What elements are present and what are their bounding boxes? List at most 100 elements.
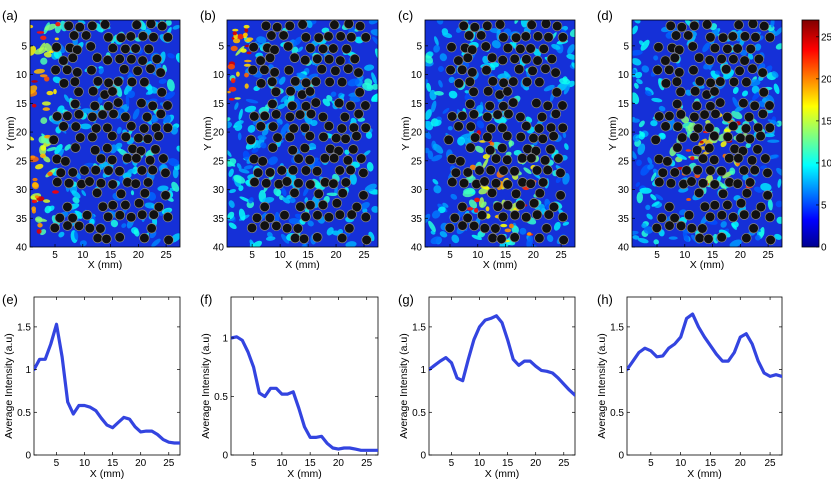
scatterer-circle [259, 201, 270, 213]
scatterer-circle [305, 179, 316, 190]
scatterer-circle [114, 53, 125, 65]
scatterer-circle [664, 64, 675, 75]
scatterer-circle [300, 165, 312, 176]
scatterer-circle [158, 153, 169, 164]
scatterer-circle [486, 187, 498, 199]
scatterer-circle [697, 223, 708, 234]
scatterer-circle [746, 155, 758, 166]
scatterer-circle [694, 232, 705, 244]
scatterer-circle [660, 55, 671, 66]
scatterer-circle [269, 67, 280, 78]
y-tick-label: 20 [16, 128, 28, 139]
scatterer-circle [312, 53, 323, 65]
scatterer-circle [482, 20, 493, 31]
scatterer-circle [283, 41, 294, 52]
scatterer-circle [292, 223, 304, 234]
scatterer-circle [517, 153, 528, 164]
scatterer-circle [502, 200, 513, 211]
scatterer-circle [264, 212, 276, 224]
scatterer-circle [465, 98, 476, 110]
scatterer-circle [534, 76, 545, 88]
scatterer-circle [728, 54, 739, 65]
scatterer-circle [356, 153, 367, 164]
scatterer-circle [764, 100, 775, 111]
intensity-line [429, 314, 575, 397]
scatterer-circle [323, 31, 334, 42]
scatterer-circle [664, 220, 675, 231]
scatterer-circle [246, 222, 258, 234]
scatterer-circle [669, 167, 680, 178]
scatterer-circle [757, 67, 768, 78]
scatterer-circle [300, 54, 311, 66]
scatterer-circle [272, 22, 283, 33]
scatterer-circle [289, 187, 300, 199]
x-tick-label: 15 [707, 250, 719, 261]
scatterer-circle [690, 86, 701, 97]
scatterer-circle [155, 67, 166, 78]
line-panel-2: 5 10 15 20 25 0 0.5 1 X (mm) Average Intensity (a… [200, 292, 379, 480]
scatterer-circle [457, 110, 468, 122]
scatterer-circle [705, 165, 716, 176]
y-tick-label: 20 [213, 128, 225, 139]
scatterer-circle [130, 43, 141, 54]
scatterer-circle [267, 121, 279, 132]
panel-label: (e) [2, 292, 18, 307]
scatterer-circle [259, 64, 270, 75]
scatterer-circle [750, 209, 761, 220]
scatterer-circle [728, 120, 739, 132]
scatterer-circle [651, 222, 662, 234]
scatterer-circle [287, 145, 298, 156]
x-tick-label: 5 [648, 458, 654, 469]
colorbar-tick-label: 20 [821, 74, 831, 85]
scatterer-circle [705, 101, 716, 112]
y-tick-label: 30 [16, 185, 28, 196]
scatterer-circle [747, 63, 758, 74]
colorbar: 25 20 15 10 5 0 [801, 19, 831, 254]
scatterer-circle [266, 30, 277, 41]
scatterer-circle [87, 131, 98, 143]
scatterer-circle [550, 108, 562, 120]
y-axis-label: Average Intensity (a.u) [3, 333, 15, 438]
scatterer-circle [481, 65, 492, 76]
scatterer-circle [485, 145, 496, 156]
scatterer-circle [748, 223, 759, 234]
x-tick-label: 10 [77, 250, 89, 261]
scatterer-circle [674, 44, 685, 55]
x-tick-label: 15 [105, 250, 117, 261]
scatterer-circle [160, 167, 171, 179]
scatterer-circle [299, 142, 310, 154]
scatterer-circle [539, 155, 551, 166]
scatterer-circle [677, 132, 688, 143]
scatterer-circle [249, 111, 260, 122]
scatterer-circle [69, 76, 81, 87]
scatterer-circle [144, 155, 156, 166]
scatterer-circle [50, 64, 61, 76]
scatterer-circle [704, 122, 715, 133]
scatterer-circle [691, 100, 702, 112]
scatterer-circle [284, 131, 295, 143]
scatterer-circle [482, 111, 493, 123]
scatterer-circle [297, 20, 308, 30]
scatterer-circle [445, 64, 456, 76]
scatterer-circle [114, 210, 126, 221]
scatterer-circle [346, 209, 357, 220]
x-tick-label: 20 [133, 250, 145, 261]
scatterer-circle [142, 177, 154, 188]
scatterer-circle [534, 232, 545, 244]
scatterer-circle [139, 76, 150, 88]
scatterer-circle [58, 121, 69, 132]
scatterer-circle [728, 212, 739, 223]
scatterer-circle [497, 211, 509, 222]
x-axis-label: X (mm) [287, 468, 321, 480]
scatterer-circle [360, 100, 371, 111]
scatterer-circle [323, 120, 335, 132]
scatterer-circle [147, 164, 158, 176]
scatterer-circle [87, 111, 98, 123]
scatterer-circle [90, 165, 101, 176]
scatterer-circle [480, 41, 491, 52]
scatterer-circle [654, 111, 665, 122]
x-tick-label: 10 [675, 458, 687, 469]
scatterer-circle [304, 130, 316, 142]
scatterer-circle [328, 43, 339, 54]
x-tick-label: 15 [303, 250, 315, 261]
